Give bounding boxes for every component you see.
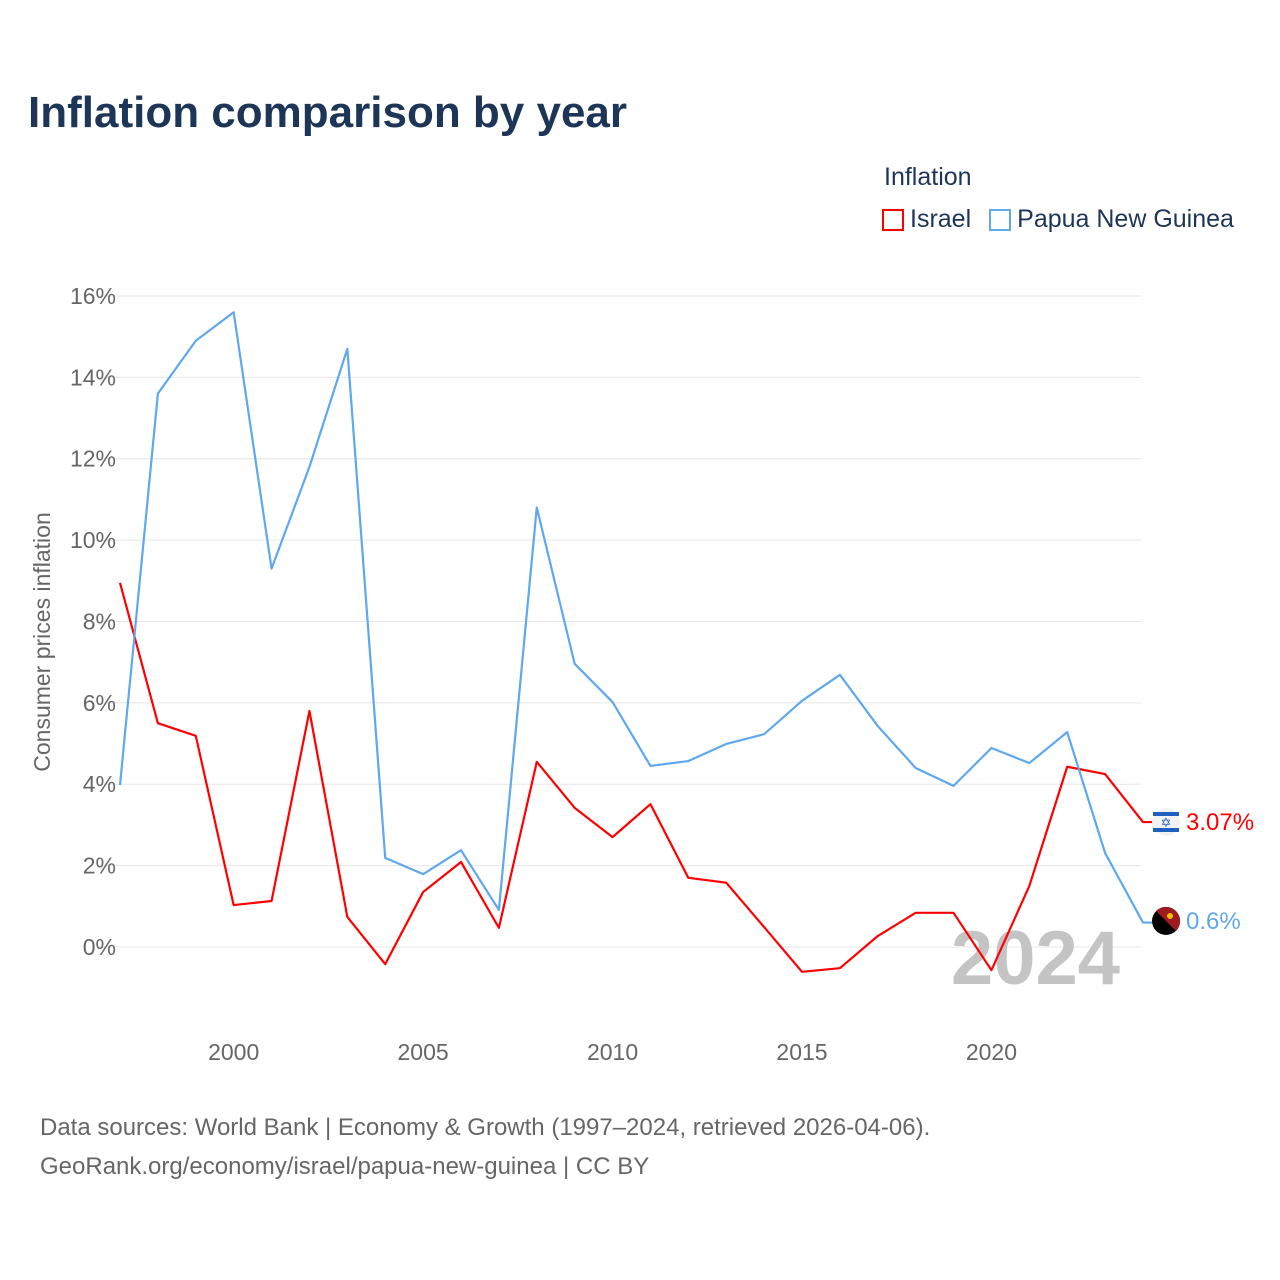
- legend-swatch-png: [989, 208, 1012, 231]
- x-tick-label: 2000: [208, 1039, 259, 1065]
- y-tick-label: 12%: [70, 446, 116, 472]
- y-tick-label: 6%: [83, 690, 116, 716]
- legend: Israel Papua New Guinea: [882, 205, 1234, 234]
- png-flag-red: [1156, 906, 1181, 931]
- x-tick-label: 2010: [587, 1039, 638, 1065]
- end-value-label: 0.6%: [1186, 908, 1241, 935]
- legend-item-israel[interactable]: Israel: [882, 205, 971, 234]
- y-tick-label: 10%: [70, 527, 116, 553]
- x-tick-label: 2005: [398, 1039, 449, 1065]
- series-line-israel: [118, 582, 1152, 973]
- legend-label-png: Papua New Guinea: [1017, 205, 1234, 233]
- x-tick-label: 2020: [966, 1039, 1017, 1065]
- year-watermark: 2024: [951, 916, 1120, 1001]
- y-tick-label: 2%: [83, 853, 116, 879]
- series-line-png: [118, 311, 1152, 924]
- source-line-2: GeoRank.org/economy/israel/papua-new-gui…: [40, 1153, 650, 1180]
- legend-title: Inflation: [884, 163, 972, 191]
- star-of-david-icon: ✡: [1161, 815, 1172, 830]
- source-note: Data sources: World Bank | Economy & Gro…: [40, 1108, 930, 1186]
- y-tick-label: 4%: [83, 771, 116, 797]
- y-tick-label: 16%: [70, 283, 116, 309]
- png-bird-icon: [1167, 913, 1173, 919]
- legend-swatch-israel: [882, 208, 904, 231]
- source-line-1: Data sources: World Bank | Economy & Gro…: [40, 1114, 931, 1141]
- y-tick-label: 14%: [70, 364, 116, 390]
- end-value-label: 3.07%: [1186, 809, 1254, 836]
- israel-flag-stripe: [1153, 812, 1179, 816]
- y-axis-label: Consumer prices inflation: [29, 512, 55, 772]
- y-tick-label: 0%: [83, 934, 116, 960]
- chart-title: Inflation comparison by year: [28, 88, 628, 137]
- israel-flag-stripe: [1153, 828, 1179, 832]
- x-tick-label: 2015: [776, 1039, 827, 1065]
- y-tick-label: 8%: [83, 608, 116, 634]
- legend-label-israel: Israel: [910, 205, 972, 233]
- legend-item-png[interactable]: Papua New Guinea: [989, 205, 1234, 234]
